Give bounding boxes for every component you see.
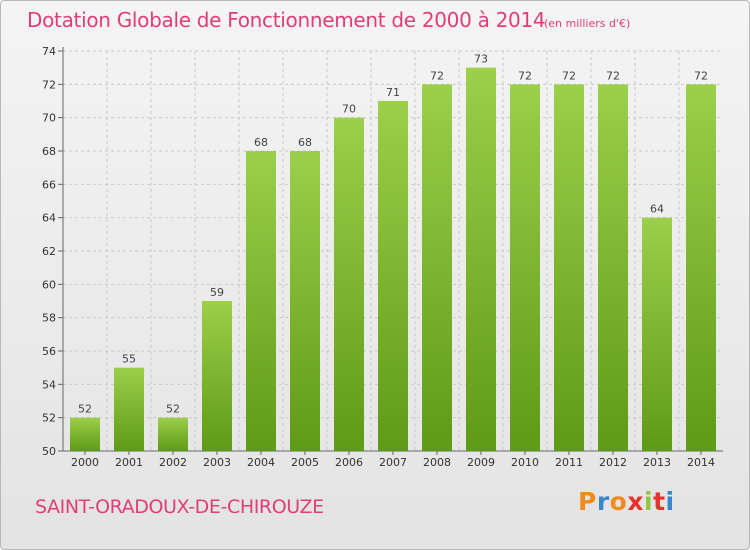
x-tick-label: 2008: [423, 456, 451, 469]
x-tick-label: 2006: [335, 456, 363, 469]
proxiti-logo: Proxiti: [578, 487, 675, 516]
bar: [246, 151, 276, 451]
x-tick-label: 2014: [687, 456, 715, 469]
y-tick-label: 56: [42, 345, 56, 358]
data-label: 52: [78, 403, 92, 416]
y-tick-label: 72: [42, 78, 56, 91]
x-tick-label: 2004: [247, 456, 275, 469]
data-labels: 52 55 52 59 68 68 70 71 72 73 72 72 72 64 72: [78, 53, 708, 416]
bar: [642, 217, 672, 451]
x-tick-label: 2007: [379, 456, 407, 469]
data-label: 68: [254, 136, 268, 149]
bar: [554, 84, 584, 451]
logo-letter: x: [627, 487, 644, 516]
chart-unit: (en milliers d'€): [544, 17, 631, 30]
commune-name: SAINT-ORADOUX-DE-CHIROUZE: [35, 496, 324, 518]
x-tick-label: 2001: [115, 456, 143, 469]
x-tick-label: 2009: [467, 456, 495, 469]
data-label: 59: [210, 286, 224, 299]
y-tick-label: 74: [42, 45, 56, 58]
bar: [202, 301, 232, 451]
chart-title: Dotation Globale de Fonctionnement de 20…: [27, 8, 546, 32]
logo-letter: i: [665, 487, 675, 516]
bar: [290, 151, 320, 451]
bars: [70, 67, 716, 452]
bar: [686, 84, 716, 451]
data-label: 64: [650, 203, 664, 216]
x-tick-label: 2002: [159, 456, 187, 469]
data-label: 71: [386, 86, 400, 99]
logo-letter: P: [578, 487, 597, 516]
bar: [334, 117, 364, 452]
bar: [70, 417, 100, 451]
logo-letter: o: [609, 487, 628, 516]
data-label: 72: [518, 69, 532, 82]
y-tick-label: 66: [42, 178, 56, 191]
bar: [510, 84, 540, 451]
y-tick-label: 52: [42, 412, 56, 425]
data-label: 73: [474, 53, 488, 66]
y-tick-label: 58: [42, 312, 56, 325]
data-label: 68: [298, 136, 312, 149]
data-label: 55: [122, 353, 136, 366]
data-label: 72: [562, 69, 576, 82]
logo-letter: r: [596, 487, 610, 516]
y-tick-label: 70: [42, 112, 56, 125]
data-label: 72: [694, 69, 708, 82]
x-tick-label: 2011: [555, 456, 583, 469]
x-tick-label: 2000: [71, 456, 99, 469]
data-label: 72: [606, 69, 620, 82]
axes: 50 52 54 56 58 60 62 64 66 68 70 72 74 2000 2001 2002 20…: [42, 45, 723, 469]
bar: [466, 67, 496, 452]
bar: [378, 101, 408, 451]
bar: [158, 417, 188, 451]
logo-letter: i: [644, 487, 654, 516]
x-tick-label: 2003: [203, 456, 231, 469]
y-tick-label: 50: [42, 445, 56, 458]
y-tick-label: 54: [42, 378, 56, 391]
x-tick-label: 2013: [643, 456, 671, 469]
bar: [422, 84, 452, 451]
bar: [114, 367, 144, 451]
bar: [598, 84, 628, 451]
x-tick-label: 2005: [291, 456, 319, 469]
logo-letter: t: [653, 487, 666, 516]
x-tick-label: 2010: [511, 456, 539, 469]
y-tick-label: 60: [42, 278, 56, 291]
y-tick-label: 68: [42, 145, 56, 158]
data-label: 72: [430, 69, 444, 82]
data-label: 70: [342, 103, 356, 116]
x-tick-label: 2012: [599, 456, 627, 469]
y-tick-label: 62: [42, 245, 56, 258]
data-label: 52: [166, 403, 180, 416]
y-tick-label: 64: [42, 212, 56, 225]
